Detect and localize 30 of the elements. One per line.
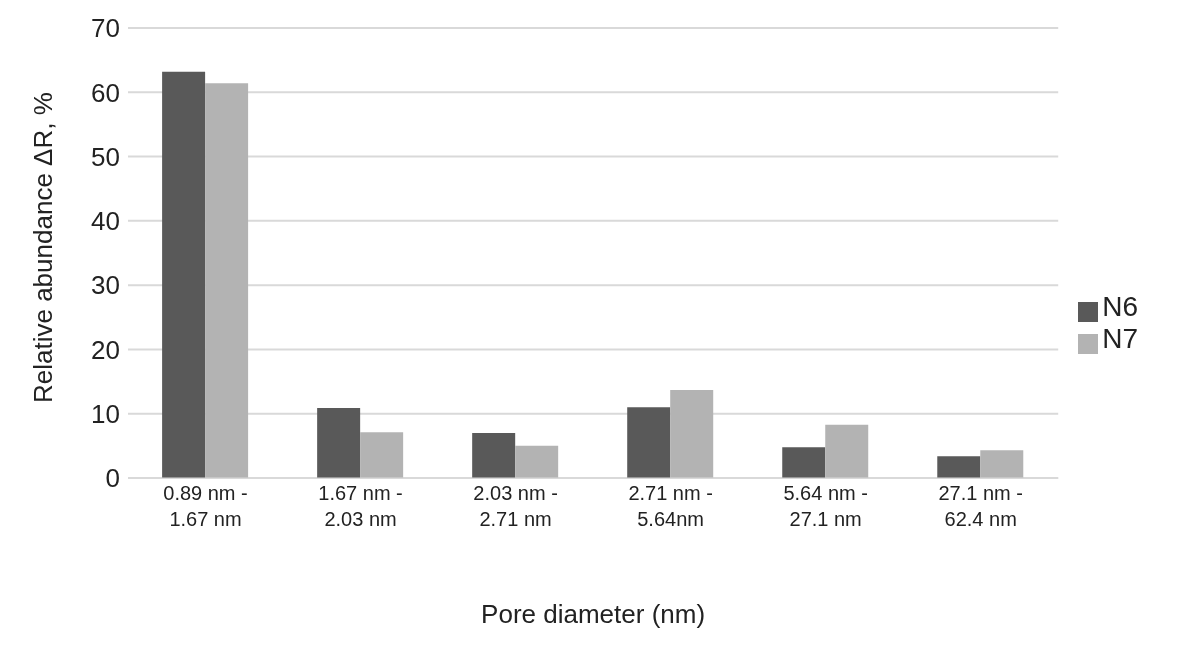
y-tick-label: 40 — [91, 206, 120, 237]
bar — [515, 445, 559, 478]
bar — [670, 389, 714, 478]
x-tick-label: 2.71 nm - 5.64nm — [628, 482, 713, 530]
bar — [627, 407, 671, 478]
bar — [472, 433, 516, 478]
y-tick-label: 20 — [91, 334, 120, 365]
bar — [360, 432, 404, 478]
x-tick-label: 1.67 nm - 2.03 nm — [318, 482, 403, 530]
y-tick-label: 0 — [105, 463, 120, 494]
y-tick-label: 50 — [91, 141, 120, 172]
y-tick-label: 30 — [91, 270, 120, 301]
y-tick-label: 60 — [91, 77, 120, 108]
bar — [317, 407, 361, 478]
bar — [937, 456, 981, 478]
x-tick-label: 2.03 nm - 2.71 nm — [473, 482, 558, 530]
legend-label: N6 — [1102, 291, 1138, 322]
bar — [782, 447, 826, 478]
y-tick-label: 70 — [91, 13, 120, 44]
x-tick-label: 0.89 nm - 1.67 nm — [163, 482, 248, 530]
x-tick-label: 5.64 nm - 27.1 nm — [783, 482, 868, 530]
bar — [205, 83, 249, 478]
y-axis-title: Relative abundance ΔR, % — [28, 92, 59, 403]
x-tick-label: 27.1 nm - 62.4 nm — [938, 482, 1023, 530]
bar — [162, 71, 206, 478]
bar — [980, 450, 1024, 478]
x-axis-title: Pore diameter (nm) — [481, 599, 706, 629]
legend-label: N7 — [1102, 323, 1138, 354]
bar — [825, 424, 869, 478]
y-tick-label: 10 — [91, 398, 120, 429]
